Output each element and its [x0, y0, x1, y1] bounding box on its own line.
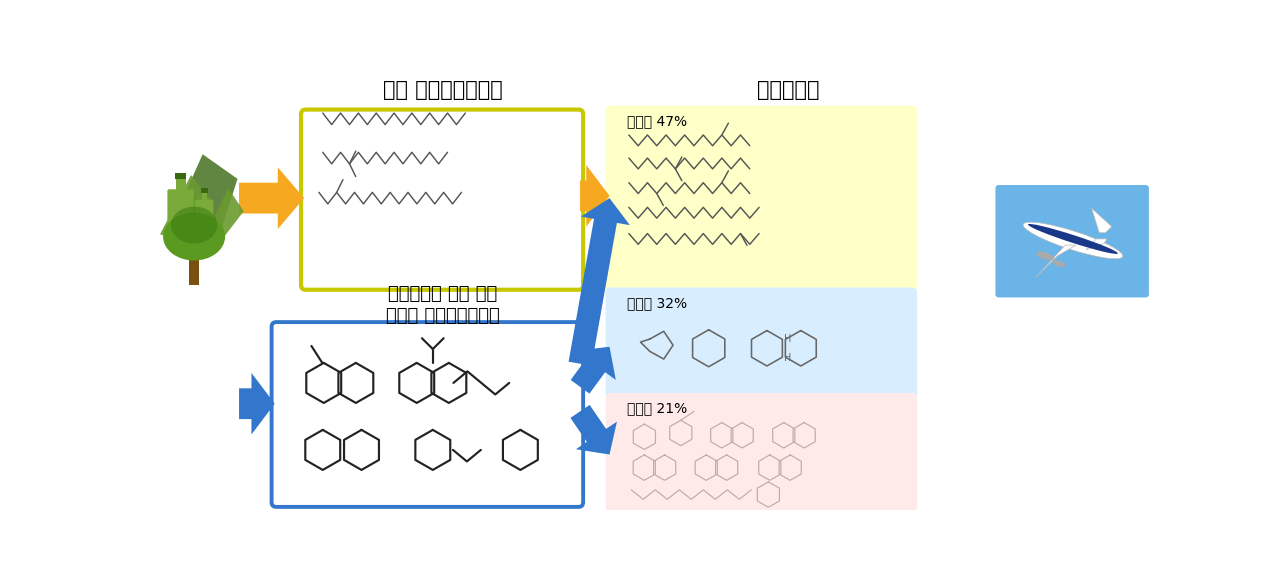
Text: H: H — [785, 353, 792, 363]
Bar — [189, 256, 198, 285]
Polygon shape — [200, 188, 243, 250]
Polygon shape — [239, 167, 305, 229]
Text: 기존 지속가능항공유: 기존 지속가능항공유 — [383, 80, 503, 100]
Polygon shape — [175, 194, 212, 237]
Polygon shape — [239, 373, 275, 434]
Ellipse shape — [1028, 224, 1117, 254]
Ellipse shape — [1023, 222, 1123, 259]
FancyBboxPatch shape — [271, 322, 584, 507]
Polygon shape — [568, 198, 630, 366]
Polygon shape — [168, 154, 238, 246]
Bar — [175, 174, 187, 179]
FancyBboxPatch shape — [605, 393, 918, 512]
Polygon shape — [571, 347, 616, 394]
FancyBboxPatch shape — [301, 109, 584, 290]
Polygon shape — [1087, 239, 1107, 250]
Bar — [202, 193, 207, 201]
FancyBboxPatch shape — [168, 189, 193, 241]
Text: 차세대 지속가능항공유: 차세대 지속가능항공유 — [387, 307, 499, 325]
Text: 석유항공유 완전 대체: 석유항공유 완전 대체 — [388, 285, 498, 303]
Polygon shape — [1092, 208, 1112, 233]
FancyBboxPatch shape — [605, 106, 918, 292]
Text: 나프텐 32%: 나프텐 32% — [626, 297, 686, 311]
Ellipse shape — [1036, 252, 1053, 260]
Polygon shape — [580, 165, 609, 226]
Polygon shape — [1036, 245, 1076, 277]
FancyBboxPatch shape — [605, 288, 918, 398]
Ellipse shape — [170, 207, 218, 244]
Bar — [201, 188, 209, 193]
FancyBboxPatch shape — [195, 199, 214, 232]
Polygon shape — [571, 405, 617, 454]
Text: H: H — [785, 333, 792, 344]
Text: 파라핀 47%: 파라핀 47% — [626, 114, 686, 128]
Polygon shape — [160, 175, 212, 242]
Bar — [175, 179, 186, 191]
Text: 석유항공유: 석유항공유 — [756, 80, 819, 100]
Ellipse shape — [163, 213, 225, 261]
FancyBboxPatch shape — [996, 185, 1149, 297]
Text: 방향족 21%: 방향족 21% — [626, 401, 687, 415]
Ellipse shape — [1052, 260, 1066, 267]
